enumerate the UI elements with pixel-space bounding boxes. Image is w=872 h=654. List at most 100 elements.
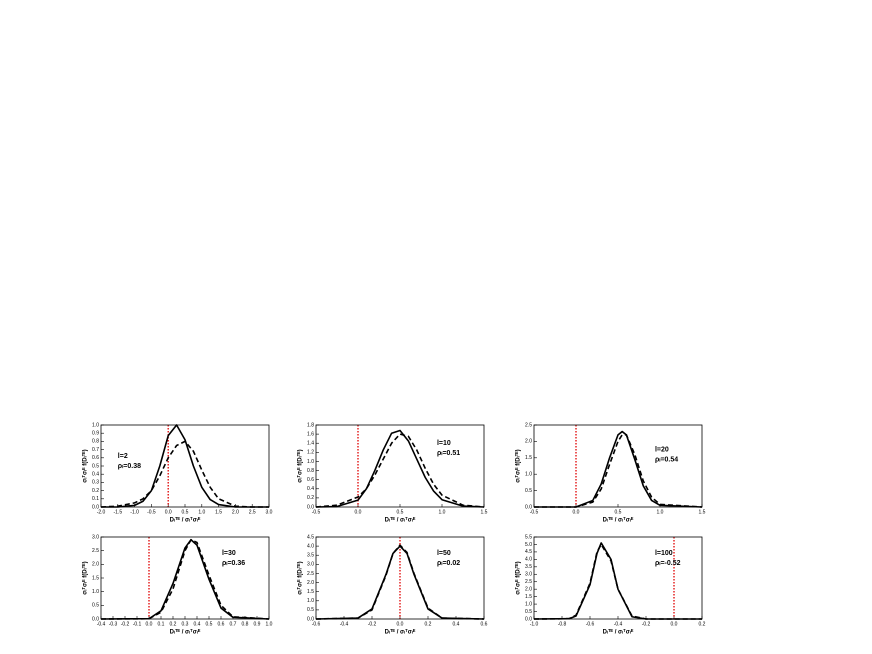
y-tick-label: 2.5 bbox=[525, 579, 532, 585]
curve bbox=[533, 543, 702, 620]
y-tick-label: 3.5 bbox=[307, 553, 314, 559]
x-tick-label: 1.5 bbox=[215, 509, 222, 515]
x-axis-label: Dₗᵀᴱ / σₗᵀσₗᴱ bbox=[170, 517, 201, 524]
x-tick-label: 0.0 bbox=[397, 621, 404, 627]
y-tick-label: 0.6 bbox=[307, 477, 314, 483]
plot-frame bbox=[315, 424, 485, 508]
annotation: ρₗ=0.51 bbox=[437, 450, 460, 457]
y-tick-label: 0.5 bbox=[307, 607, 314, 613]
x-tick-label: 2.0 bbox=[232, 509, 239, 515]
curve bbox=[533, 542, 702, 620]
y-axis-label: σₗᵀσₗᴱ f(Dₗᵀᴱ) bbox=[82, 449, 89, 482]
x-tick-label: -0.3 bbox=[109, 621, 118, 627]
y-tick-label: 0.5 bbox=[92, 603, 99, 609]
plot-frame bbox=[100, 536, 270, 620]
curve bbox=[100, 440, 269, 508]
x-tick-label: 0.9 bbox=[254, 621, 261, 627]
y-tick-label: 4.0 bbox=[307, 543, 314, 549]
y-tick-label: 2.0 bbox=[525, 439, 532, 445]
y-tick-label: 0.0 bbox=[92, 616, 99, 622]
y-tick-label: 0.2 bbox=[92, 488, 99, 494]
y-tick-label: 0.8 bbox=[92, 439, 99, 445]
y-tick-label: 1.0 bbox=[307, 598, 314, 604]
panel: -0.5 0.0 0.5 1.0 1.50.00.20.40.60.81.01.21.4… bbox=[297, 422, 488, 523]
x-tick-label: 0.2 bbox=[170, 621, 177, 627]
curve bbox=[534, 434, 703, 508]
x-tick-label: -0.2 bbox=[642, 621, 651, 627]
y-tick-label: 1.0 bbox=[92, 422, 99, 428]
x-tick-label: 0.6 bbox=[481, 621, 488, 627]
y-tick-label: 0.5 bbox=[525, 609, 532, 615]
x-tick-label: 0.8 bbox=[242, 621, 249, 627]
x-tick-label: -0.4 bbox=[97, 621, 106, 627]
annotation: l=30 bbox=[222, 550, 236, 557]
x-tick-label: 0.4 bbox=[453, 621, 460, 627]
annotation: l=100 bbox=[655, 550, 673, 557]
x-tick-label: 0.0 bbox=[671, 621, 678, 627]
x-tick-label: 0.7 bbox=[230, 621, 237, 627]
y-tick-label: 1.5 bbox=[92, 575, 99, 581]
x-tick-label: -0.6 bbox=[312, 621, 321, 627]
curve bbox=[100, 538, 270, 620]
annotation: ρₗ=0.36 bbox=[222, 560, 245, 567]
y-tick-label: 0.5 bbox=[92, 463, 99, 469]
y-tick-label: 2.0 bbox=[307, 580, 314, 586]
y-tick-label: 0.0 bbox=[307, 616, 314, 622]
y-tick-label: 2.0 bbox=[525, 587, 532, 593]
y-tick-label: 1.5 bbox=[525, 594, 532, 600]
x-tick-label: -2.0 bbox=[97, 509, 106, 515]
y-tick-label: 0.7 bbox=[92, 447, 99, 453]
y-tick-label: 0.0 bbox=[525, 504, 532, 510]
x-tick-label: 0.5 bbox=[615, 509, 622, 515]
y-tick-label: 3.0 bbox=[307, 562, 314, 568]
x-tick-label: -0.1 bbox=[133, 621, 142, 627]
x-axis-label: Dₗᵀᴱ / σₗᵀσₗᴱ bbox=[603, 629, 634, 636]
annotation: ρₗ=-0.52 bbox=[655, 560, 681, 567]
annotation: l=2 bbox=[118, 453, 128, 460]
y-tick-label: 1.0 bbox=[525, 601, 532, 607]
y-tick-label: 1.2 bbox=[307, 450, 314, 456]
y-tick-label: 1.6 bbox=[307, 431, 314, 437]
y-tick-label: 1.0 bbox=[525, 472, 532, 478]
plot-frame bbox=[315, 536, 485, 620]
plot-frame bbox=[533, 536, 703, 620]
x-axis-label: Dₗᵀᴱ / σₗᵀσₗᴱ bbox=[603, 517, 634, 524]
y-tick-label: 0.3 bbox=[92, 480, 99, 486]
y-tick-label: 0.8 bbox=[307, 468, 314, 474]
x-tick-label: 1.0 bbox=[439, 509, 446, 515]
x-tick-label: 1.5 bbox=[699, 509, 706, 515]
y-tick-label: 1.8 bbox=[307, 422, 314, 428]
x-tick-label: 0.6 bbox=[218, 621, 225, 627]
y-tick-label: 2.0 bbox=[92, 562, 99, 568]
y-tick-label: 2.5 bbox=[307, 571, 314, 577]
curve bbox=[315, 544, 485, 620]
x-tick-label: -0.5 bbox=[530, 509, 539, 515]
y-tick-label: 0.1 bbox=[92, 496, 99, 502]
x-tick-label: 0.2 bbox=[699, 621, 706, 627]
x-tick-label: 3.0 bbox=[266, 509, 273, 515]
panel: -0.5 0.0 0.5 1.0 1.50.00.51.01.52.02.5l=20ρₗ… bbox=[515, 422, 706, 523]
x-tick-label: 0.0 bbox=[355, 509, 362, 515]
x-tick-label: -0.5 bbox=[147, 509, 156, 515]
x-tick-label: 0.2 bbox=[425, 621, 432, 627]
y-axis-label: σₗᵀσₗᴱ f(Dₗᵀᴱ) bbox=[82, 561, 89, 594]
panel: -1.0 -0.8 -0.6 -0.4 -0.2 0.0 0.20.00.51.01.52.… bbox=[515, 534, 706, 635]
y-tick-label: 4.0 bbox=[525, 557, 532, 563]
y-axis-label: σₗᵀσₗᴱ f(Dₗᵀᴱ) bbox=[515, 449, 522, 482]
y-axis-label: σₗᵀσₗᴱ f(Dₗᵀᴱ) bbox=[297, 561, 304, 594]
curve bbox=[534, 430, 703, 508]
y-tick-label: 2.5 bbox=[525, 422, 532, 428]
x-tick-label: 0.0 bbox=[165, 509, 172, 515]
annotation: l=10 bbox=[437, 440, 451, 447]
y-tick-label: 0.0 bbox=[307, 504, 314, 510]
y-tick-label: 4.5 bbox=[525, 549, 532, 555]
y-tick-label: 0.9 bbox=[92, 431, 99, 437]
annotation: ρₗ=0.54 bbox=[655, 456, 678, 463]
x-tick-label: 1.0 bbox=[657, 509, 664, 515]
x-tick-label: 0.5 bbox=[182, 509, 189, 515]
y-tick-label: 1.0 bbox=[307, 459, 314, 465]
panel: -0.4 -0.3 -0.2 -0.1 0.0 0.1 0.2 0.3 0.4 0.5 0.6 0.7… bbox=[82, 534, 273, 635]
y-tick-label: 0.0 bbox=[525, 616, 532, 622]
x-tick-label: -0.8 bbox=[558, 621, 567, 627]
